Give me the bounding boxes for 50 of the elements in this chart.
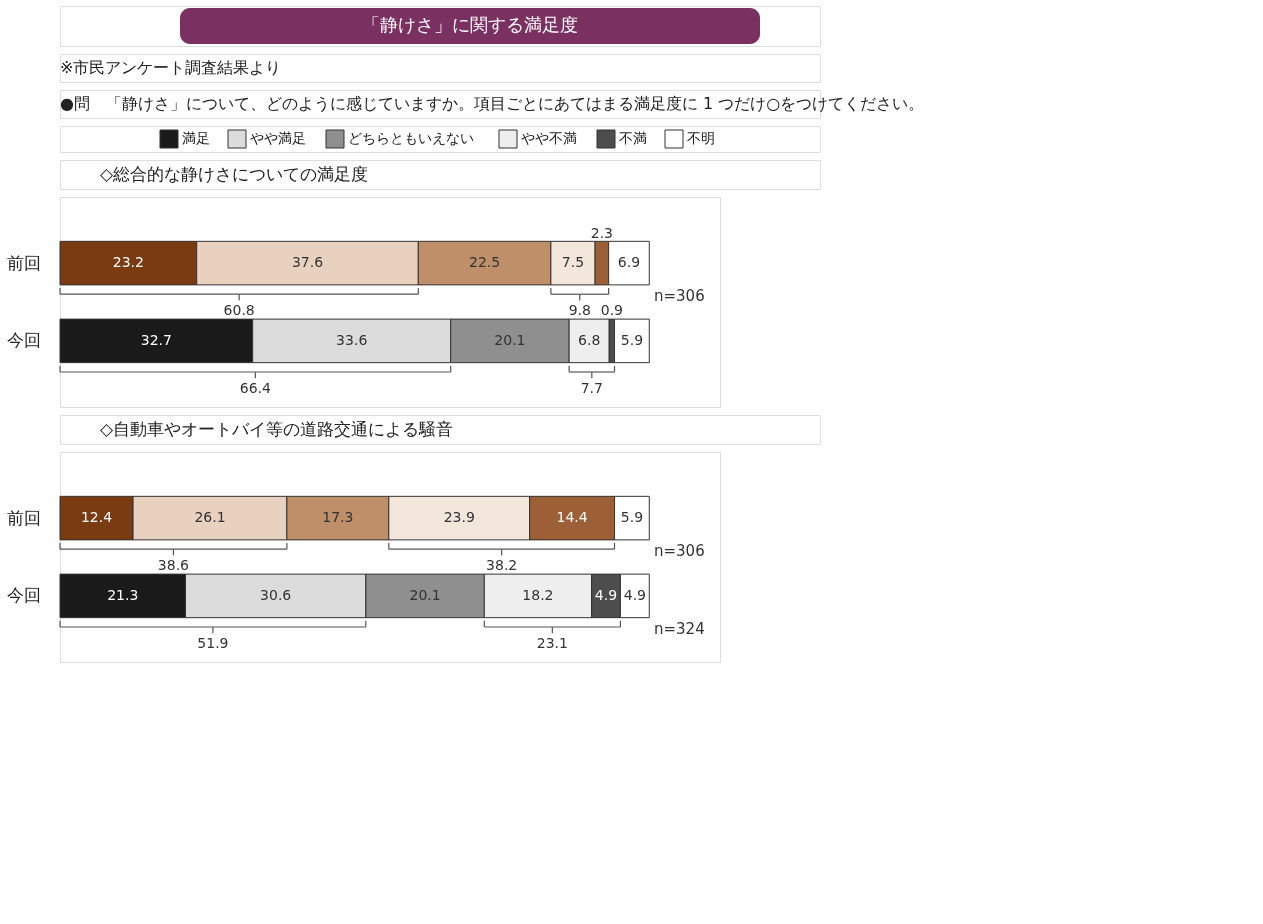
annotation: 7.7 [580, 380, 603, 397]
legend-label: 満足 [182, 130, 210, 146]
data-label: 26.1 [194, 509, 226, 526]
data-label: 23.2 [112, 254, 144, 271]
data-label: 0.9 [600, 302, 623, 319]
y-tick-label: 今回 [6, 330, 41, 351]
legend-label: 不満 [619, 130, 647, 146]
data-label: 23.9 [443, 509, 475, 526]
data-label: 21.3 [107, 586, 139, 603]
annotation: 60.8 [223, 302, 255, 319]
y-tick-label: 前回 [6, 507, 41, 528]
text: n=306 [654, 286, 705, 305]
text: n=324 [654, 619, 705, 638]
text: n=306 [654, 541, 705, 560]
data-label: 22.5 [468, 254, 501, 271]
data-label: 12.4 [80, 509, 113, 526]
chart-subtitle: ◇総合的な静けさについての満足度 [100, 163, 369, 184]
text: ※市民アンケート調査結果より [60, 58, 282, 77]
data-label: 2.3 [590, 224, 613, 241]
data-label: 32.7 [140, 331, 172, 348]
data-label: 4.9 [623, 586, 646, 603]
annotation: 9.8 [568, 302, 591, 319]
data-label: 5.9 [620, 331, 644, 348]
chart-title: 「静けさ」に関する満足度 [362, 14, 578, 35]
data-label: 5.9 [620, 509, 644, 526]
data-label: 18.2 [522, 586, 554, 603]
y-tick-label: 今回 [6, 585, 41, 606]
data-label: 6.9 [617, 254, 641, 271]
data-label: 17.3 [322, 509, 354, 526]
annotation: 38.2 [486, 557, 518, 574]
annotation: 23.1 [536, 635, 568, 652]
data-label: 4.9 [594, 586, 618, 603]
data-label: 30.6 [260, 586, 292, 603]
chart-title: ◇自動車やオートバイ等の道路交通による騒音 [100, 418, 454, 439]
y-tick-label: 前回 [6, 252, 41, 273]
data-label: 7.5 [561, 254, 585, 271]
data-label: 14.4 [556, 509, 588, 526]
data-label: 20.1 [494, 331, 526, 348]
legend-label: どちらともいえない [348, 130, 474, 146]
legend-label: やや満足 [250, 130, 306, 146]
annotation: 66.4 [239, 380, 272, 397]
legend-label: やや不満 [521, 130, 577, 146]
data-label: 20.1 [409, 586, 441, 603]
annotation: 51.9 [197, 635, 229, 652]
legend-label: 不明 [687, 130, 715, 146]
data-label: 33.6 [336, 331, 368, 348]
data-label: 6.8 [578, 331, 601, 348]
text: ●問 「静けさ」について、どのように感じていますか。項目ごとにあてはまる満足度に 1 つだけ○をつけてください。 [60, 94, 925, 113]
annotation: 38.6 [157, 557, 190, 574]
data-label: 37.6 [291, 254, 324, 271]
